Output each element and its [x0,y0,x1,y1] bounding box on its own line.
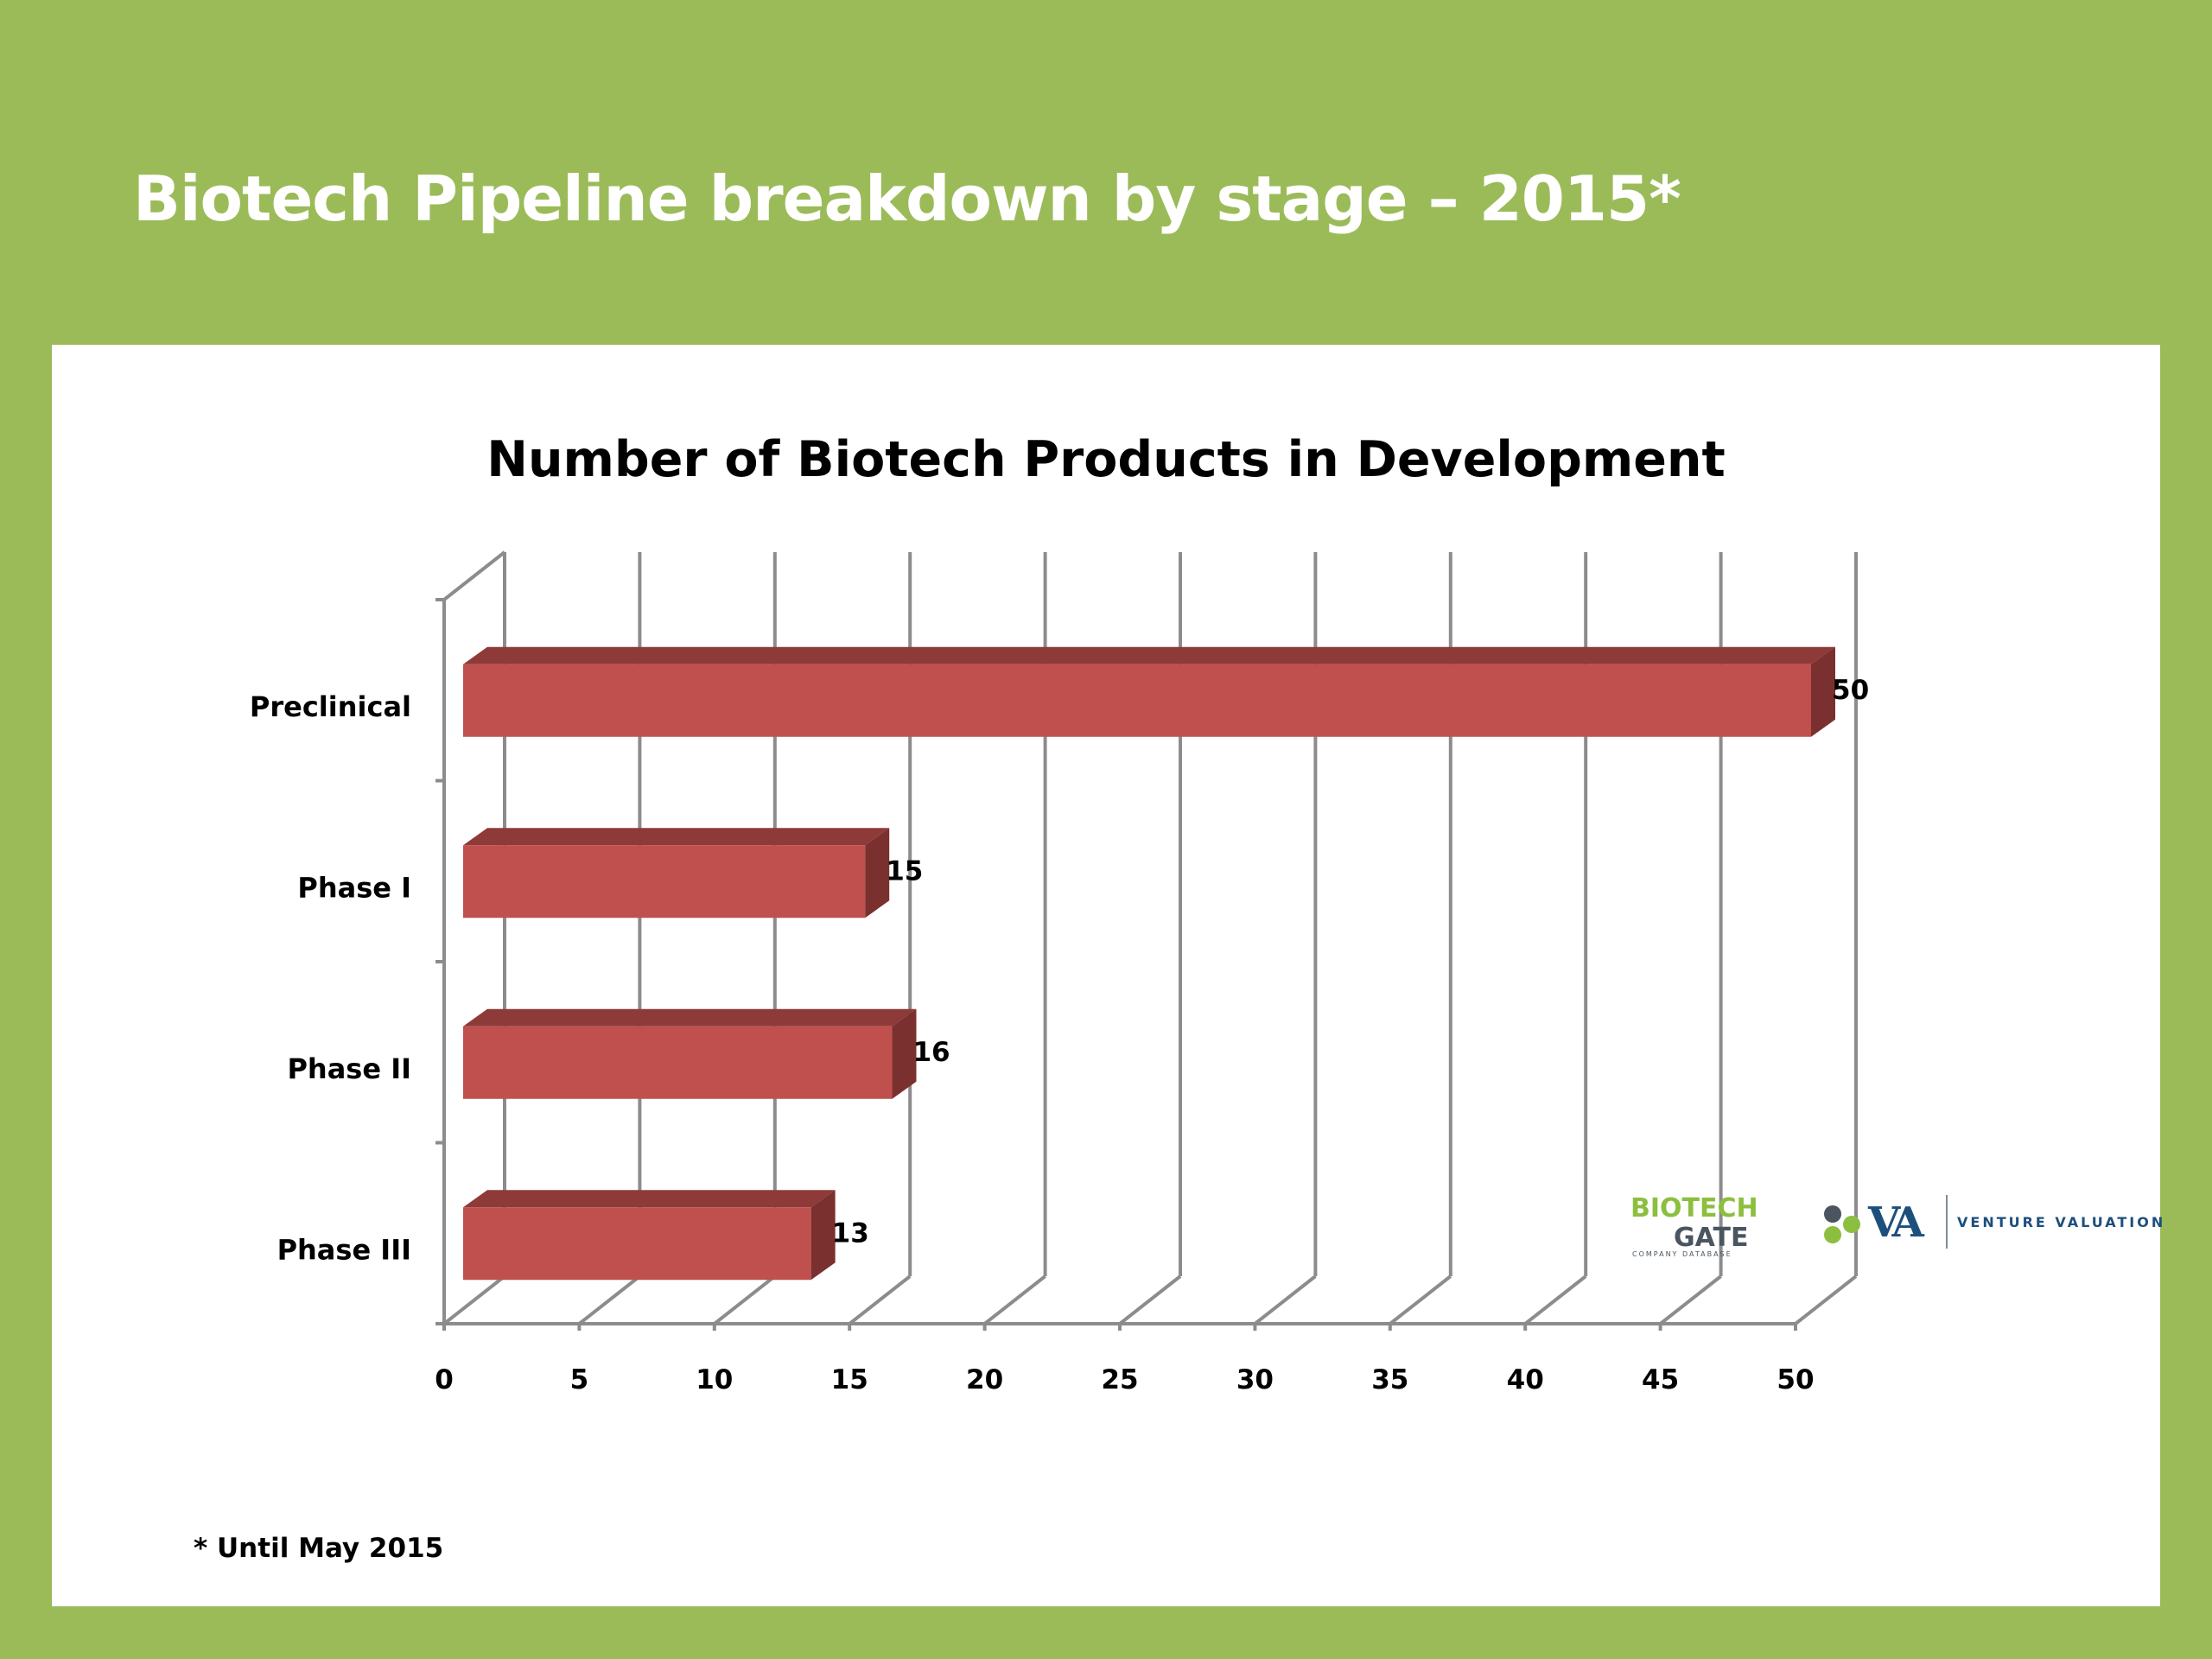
biotech-gate-logo-gate: GATE [1674,1223,1749,1253]
x-tick-label: 10 [696,1364,733,1395]
gridline-floor [1254,1274,1317,1325]
x-tick-label: 30 [1236,1364,1274,1395]
bar [463,664,1811,737]
x-tick-label: 20 [966,1364,1003,1395]
gridline-floor [1118,1274,1182,1325]
bar-chart: 0 5 10 15 20 25 30 35 40 45 50 50 Preclinical 15 Phase… [250,550,1869,1395]
bar-top [463,646,1835,664]
bar-side [892,1008,917,1099]
biotech-gate-logo-tagline: COMPANY DATABASE [1632,1250,1732,1258]
hexagon-dots-icon [1824,1205,1860,1243]
bar-side [810,1190,836,1281]
x-tick-label: 0 [435,1364,454,1395]
x-tick-label: 45 [1642,1364,1679,1395]
chart-panel: Number of Biotech Products in Developmen… [52,345,2160,1606]
x-tick-label: 35 [1371,1364,1408,1395]
x-tick-label: 5 [570,1364,589,1395]
category-label: Preclinical [250,690,411,723]
data-label: 16 [912,1037,950,1068]
biotech-gate-venture-valuation-logo: BIOTECH GATE COMPANY DATABASE VA VENTURE… [1630,1188,2163,1259]
venture-valuation-logo-text: VENTURE VALUATION [1957,1214,2166,1230]
gridline-floor [442,1274,506,1325]
data-label: 15 [886,855,923,887]
bar-top [463,1008,917,1027]
gridline-floor [578,1274,641,1325]
biotech-gate-logo-text: BIOTECH [1630,1193,1758,1224]
gridline-floor [848,1274,912,1325]
gridline-floor [1794,1274,1858,1325]
bar-side [1811,646,1835,737]
category-label: Phase I [297,871,411,904]
bar-side [865,828,890,918]
slide-title: Biotech Pipeline breakdown by stage – 20… [133,162,1681,235]
bar-top [463,828,890,846]
x-tick-label: 50 [1777,1364,1814,1395]
data-label: 50 [1832,675,1869,706]
bar [463,845,866,918]
x-tick-label: 40 [1507,1364,1544,1395]
logo-divider [1946,1195,1948,1249]
venture-valuation-logo-mark: VA [1868,1198,1924,1247]
gridline-floor [1523,1274,1587,1325]
bar [463,1026,893,1099]
left-wall-top-edge [442,550,506,601]
gridline-floor [1659,1274,1722,1325]
gridline-floor [983,1274,1046,1325]
footnote: * Until May 2015 [194,1533,444,1564]
chart-title: Number of Biotech Products in Developmen… [486,431,1726,488]
x-tick-label: 25 [1101,1364,1138,1395]
x-tick-label: 15 [831,1364,868,1395]
category-label: Phase II [287,1052,411,1085]
data-label: 13 [832,1217,869,1249]
bar-top [463,1190,836,1208]
gridline-floor [1389,1274,1452,1325]
category-label: Phase III [277,1233,411,1266]
bar [463,1207,811,1281]
gridline-floor [713,1274,777,1325]
